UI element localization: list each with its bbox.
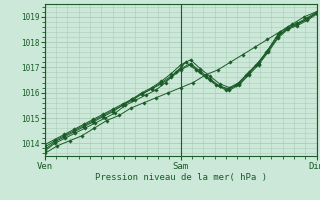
X-axis label: Pression niveau de la mer( hPa ): Pression niveau de la mer( hPa ) <box>95 173 267 182</box>
